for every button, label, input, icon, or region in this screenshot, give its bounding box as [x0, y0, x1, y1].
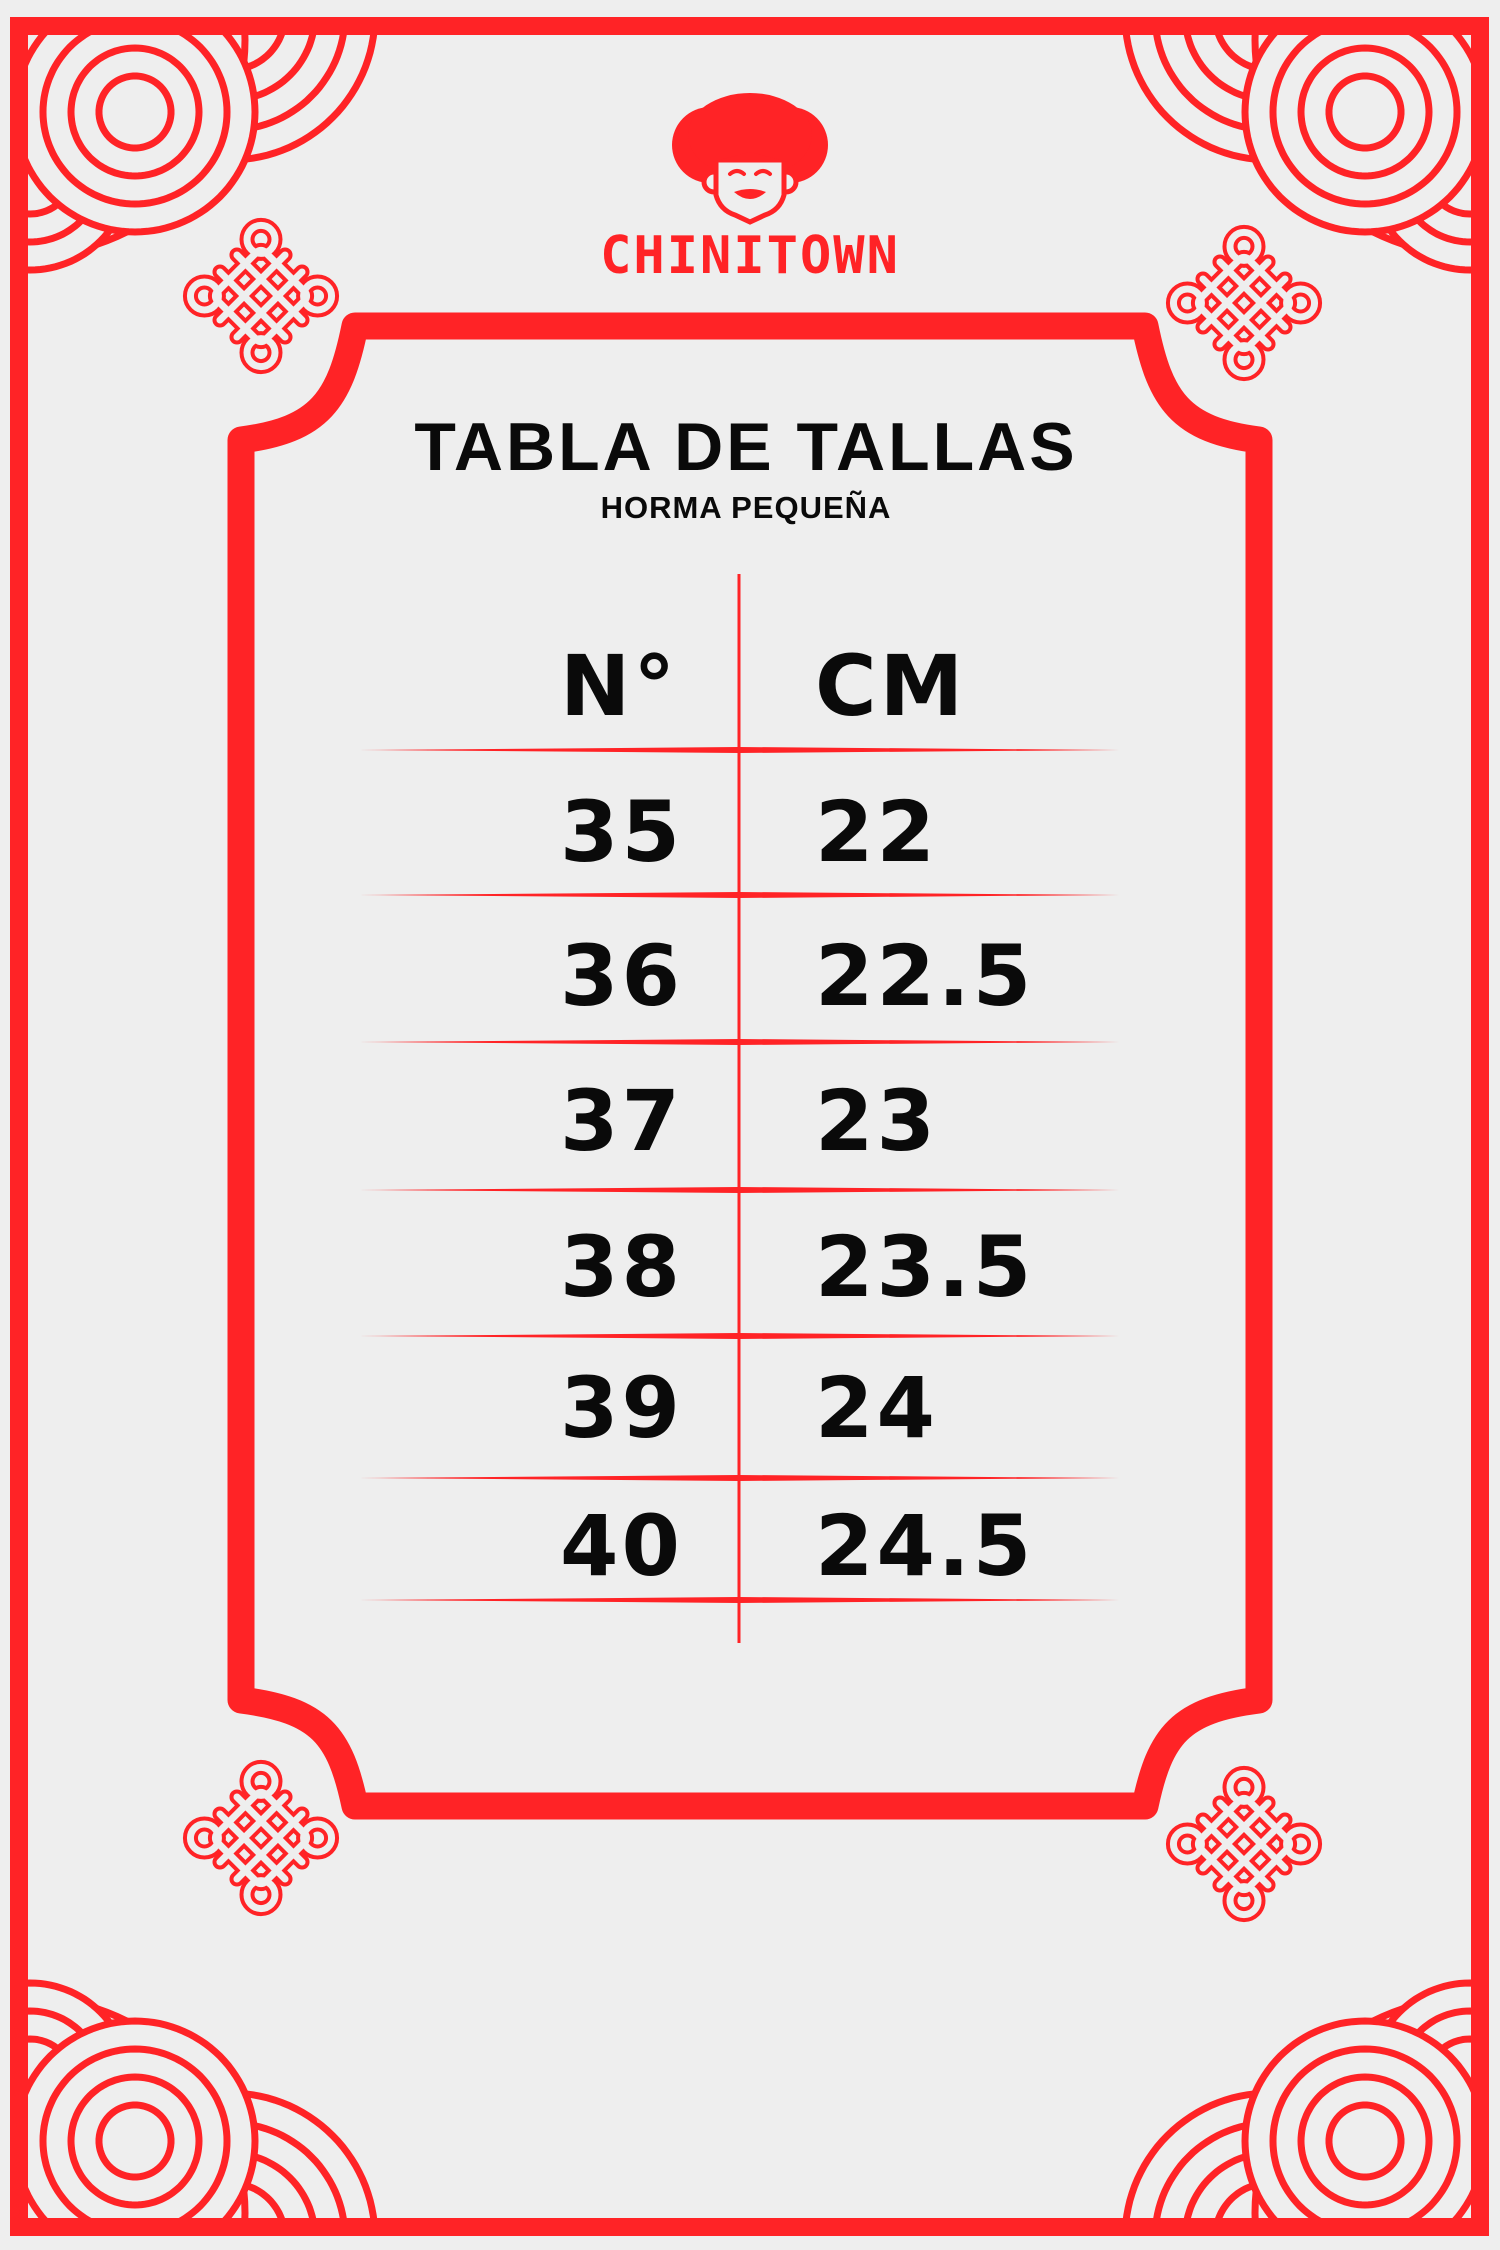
size-table-grid: [359, 574, 1119, 1643]
row-divider: [359, 892, 1119, 898]
row-cm: 22: [815, 783, 938, 881]
row-cm: 23: [815, 1072, 938, 1170]
wave-arc: [95, 2101, 175, 2181]
row-cm: 24.5: [815, 1497, 1035, 1595]
wave-arc: [1325, 2101, 1405, 2181]
row-size: 38: [560, 1218, 683, 1316]
brand-logo-text: CHINITOWN: [600, 226, 900, 286]
wave-arc: [95, 72, 175, 152]
row-divider: [359, 1333, 1119, 1339]
corner-waves-top-right-icon: [1121, 22, 1484, 274]
row-divider: [359, 747, 1119, 753]
outer-frame: [10, 17, 1489, 2236]
page-title: TABLA DE TALLAS: [414, 409, 1078, 485]
row-divider: [359, 1475, 1119, 1481]
girl-face-logo-icon: [672, 93, 828, 225]
endless-knot-icon: [185, 1762, 338, 1915]
row-cm: 23.5: [815, 1218, 1035, 1316]
row-size: 37: [560, 1072, 683, 1170]
row-divider: [359, 1187, 1119, 1193]
row-size: 39: [560, 1359, 683, 1457]
inner-frame: [227, 312, 1273, 1820]
row-cm: 22.5: [815, 927, 1035, 1025]
corner-waves-bottom-right-icon: [1121, 1979, 1484, 2231]
corner-waves-bottom-left-icon: [16, 1979, 379, 2231]
row-cm: 24: [815, 1359, 938, 1457]
header-size: N°: [560, 637, 679, 735]
row-size: 35: [560, 783, 683, 881]
row-size: 40: [560, 1497, 683, 1595]
row-divider: [359, 1039, 1119, 1045]
endless-knot-icon: [1168, 1768, 1321, 1921]
header-cm: CM: [815, 637, 967, 735]
page-subtitle: HORMA PEQUEÑA: [600, 490, 892, 525]
row-size: 36: [560, 927, 683, 1025]
wave-arc: [1325, 72, 1405, 152]
row-divider: [359, 1597, 1119, 1603]
